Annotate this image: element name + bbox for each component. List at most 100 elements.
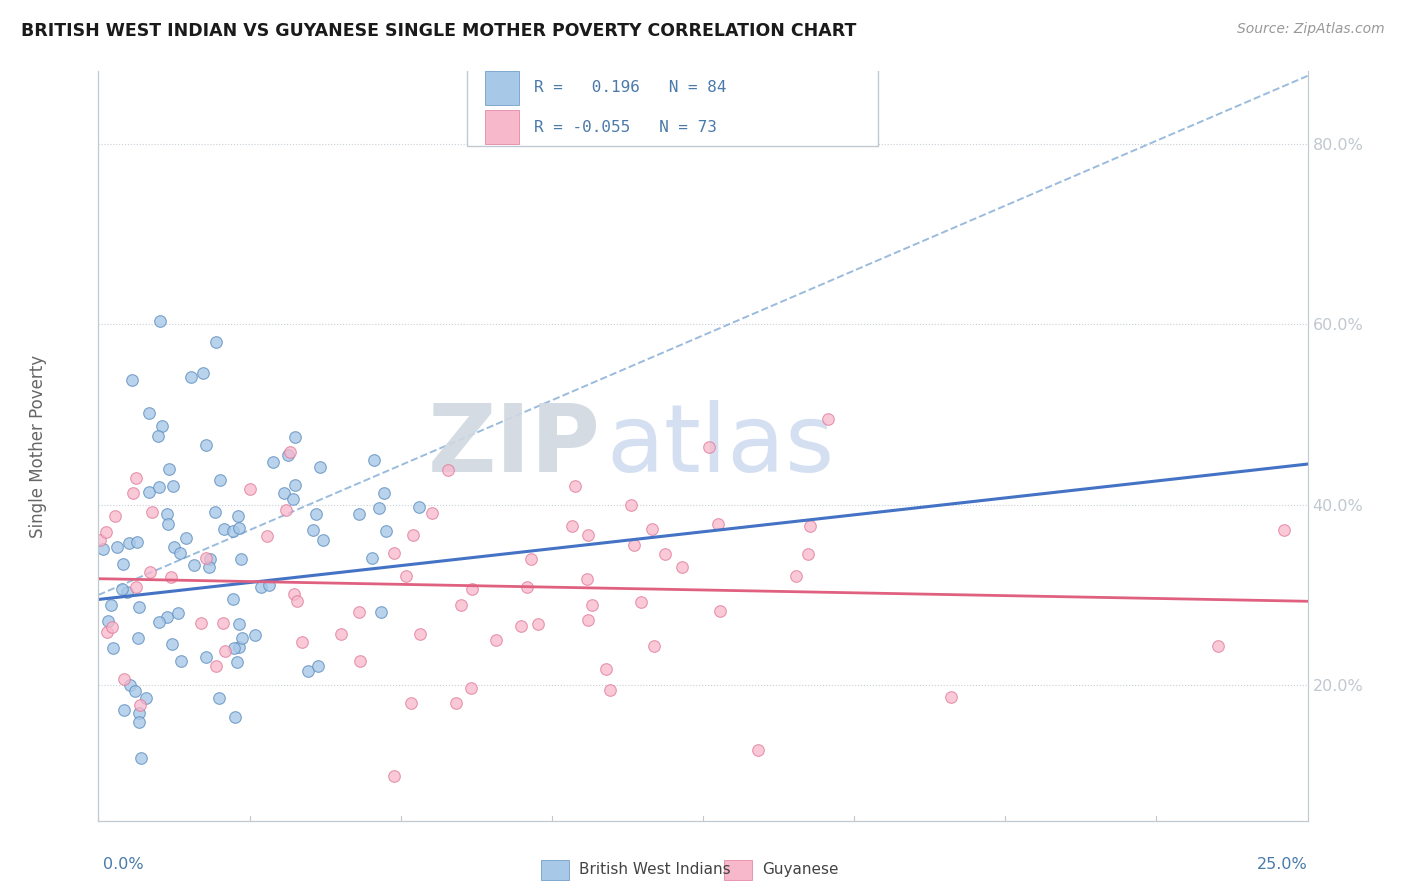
Point [94, 524, 117, 539]
Point [104, 508, 127, 523]
Point [138, 406, 160, 420]
Text: ZIP: ZIP [427, 400, 600, 492]
Point [297, 664, 319, 678]
Point [89, 533, 111, 548]
Point [245, 628, 267, 642]
Point [148, 480, 170, 494]
Point [128, 706, 150, 721]
Point [195, 551, 218, 566]
Point [118, 678, 141, 692]
Point [402, 528, 425, 542]
Point [697, 440, 720, 454]
Point [91, 542, 114, 557]
Point [796, 548, 818, 562]
Point [208, 691, 231, 706]
Point [195, 438, 218, 452]
Point [450, 598, 472, 612]
Point [228, 617, 250, 632]
Point [111, 582, 134, 596]
Point [121, 485, 143, 500]
Point [620, 499, 643, 513]
Point [370, 605, 392, 619]
Point [630, 595, 652, 609]
Text: 25.0%: 25.0% [1257, 856, 1308, 871]
Point [228, 508, 250, 523]
Point [205, 334, 228, 349]
Point [224, 709, 246, 723]
FancyBboxPatch shape [467, 60, 879, 146]
Point [576, 528, 599, 542]
Point [105, 540, 128, 554]
Point [640, 522, 662, 536]
Point [139, 565, 162, 579]
Text: atlas: atlas [606, 400, 835, 492]
Point [444, 696, 467, 710]
Point [100, 598, 122, 612]
Point [509, 619, 531, 633]
Point [225, 656, 247, 670]
Point [1206, 639, 1229, 653]
Point [128, 599, 150, 614]
Point [576, 573, 599, 587]
Point [347, 606, 370, 620]
Point [112, 673, 135, 687]
Point [96, 625, 118, 640]
Point [363, 453, 385, 467]
Point [347, 507, 370, 521]
Point [437, 462, 460, 476]
Point [180, 369, 202, 384]
Point [125, 580, 148, 594]
Point [581, 598, 603, 612]
Point [305, 507, 328, 521]
Text: 0.0%: 0.0% [103, 856, 143, 871]
Point [671, 560, 693, 574]
Point [595, 662, 617, 676]
FancyBboxPatch shape [485, 70, 519, 104]
Point [118, 536, 141, 550]
Point [599, 682, 621, 697]
Point [399, 696, 422, 710]
Point [561, 518, 583, 533]
Point [307, 659, 329, 673]
Point [156, 507, 179, 521]
Point [461, 582, 484, 596]
Point [190, 615, 212, 630]
Point [519, 552, 541, 566]
Point [169, 546, 191, 560]
Text: Guyanese: Guyanese [762, 863, 838, 877]
Text: R = -0.055   N = 73: R = -0.055 N = 73 [534, 120, 717, 135]
Point [224, 641, 246, 656]
Point [283, 478, 305, 492]
Point [283, 587, 305, 601]
Point [576, 613, 599, 627]
Point [368, 501, 391, 516]
Point [239, 482, 262, 496]
Point [125, 471, 148, 485]
Point [709, 604, 731, 618]
Point [211, 615, 233, 630]
Point [160, 570, 183, 584]
Point [231, 631, 253, 645]
Point [395, 569, 418, 583]
Point [256, 529, 278, 543]
Point [747, 743, 769, 757]
Point [124, 684, 146, 698]
Point [170, 655, 193, 669]
Point [112, 703, 135, 717]
Point [361, 550, 384, 565]
Point [141, 505, 163, 519]
Point [127, 631, 149, 645]
Point [312, 533, 335, 548]
Point [149, 314, 172, 328]
Text: Single Mother Poverty: Single Mother Poverty [30, 354, 46, 538]
Point [409, 627, 432, 641]
Point [526, 616, 548, 631]
Point [193, 367, 215, 381]
Point [273, 486, 295, 500]
Point [121, 373, 143, 387]
Point [263, 455, 285, 469]
Point [214, 643, 236, 657]
Point [138, 485, 160, 500]
FancyBboxPatch shape [485, 111, 519, 145]
Point [278, 444, 301, 458]
